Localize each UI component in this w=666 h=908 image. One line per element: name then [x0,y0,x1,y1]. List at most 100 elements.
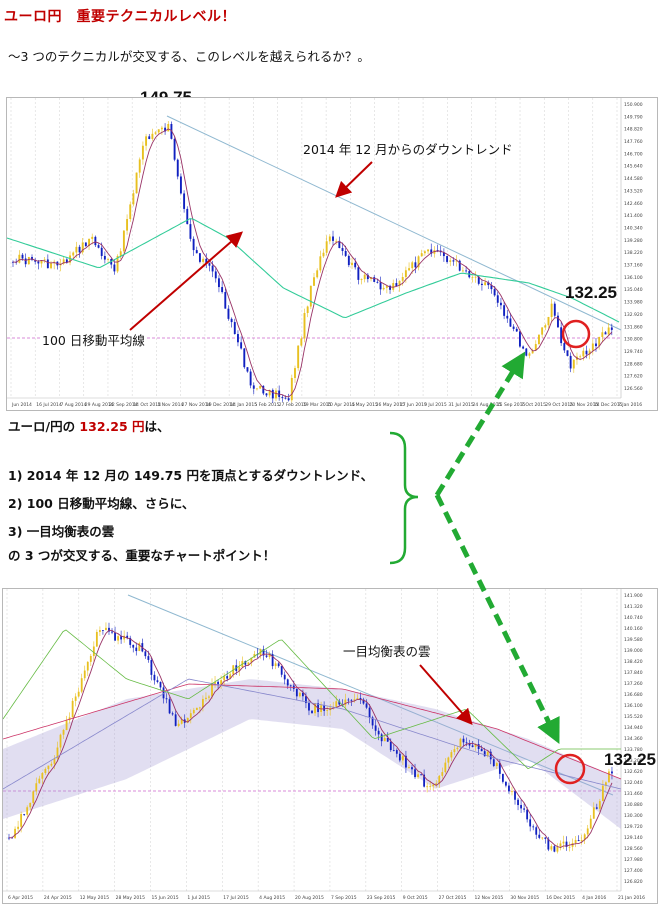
candle-body [601,785,604,802]
candle-body [360,279,363,280]
candle-body [607,327,610,335]
candle-body [116,255,119,272]
candle-body [240,342,243,349]
candle-body [442,252,445,257]
candle-body [427,249,430,252]
candle-body [344,251,347,256]
candle-body [244,661,247,665]
candle-body [243,348,246,368]
candle-body [556,846,559,852]
candle-body [489,751,492,760]
candle-body [287,398,290,401]
candle-body [420,774,422,776]
y-tick-label: 128.680 [624,361,643,367]
candle-body [271,389,274,399]
candle-body [371,717,374,726]
candle-body [75,246,78,253]
candle-body [150,659,153,675]
candle-body [580,839,583,842]
candle-body [323,705,326,711]
x-tick-label: 10 Apr 2015 [327,402,355,408]
candle-body [595,807,598,809]
x-tick-label: 15 Jun 2015 [152,895,179,901]
y-tick-label: 141.400 [624,213,643,219]
ma-arrow [129,231,244,331]
y-tick-label: 130.300 [624,813,643,819]
candle-body [553,846,556,852]
candle-body [35,783,38,792]
y-tick-label: 139.280 [624,238,643,244]
candle-body [50,263,52,269]
candle-body [395,750,398,754]
candle-body [501,773,504,782]
candle-body [173,138,176,160]
x-tick-label: 19 Dec 2014 [206,402,235,408]
candle-body [105,627,107,631]
candle-body [271,654,274,667]
x-tick-label: 7 Aug 2014 [60,402,86,408]
candle-body [186,717,189,723]
y-tick-label: 147.760 [624,139,643,145]
candle-body [211,265,214,272]
candle-body [280,666,283,675]
y-tick-label: 133.980 [624,300,643,306]
y-tick-label: 130.800 [624,337,643,343]
candle-body [47,765,50,769]
candle-body [103,255,106,260]
candle-body [535,827,538,835]
candle-body [574,840,577,844]
x-tick-label: 4 Jan 2016 [582,895,606,901]
candle-body [317,703,319,712]
x-tick-label: 5 Feb 2015 [254,402,279,408]
candle-body [192,238,195,251]
explanation-line-0: ユーロ/円の 132.25 円は、 [8,416,170,435]
candle-body [37,261,40,264]
candle-body [453,749,456,753]
candle-body [404,270,407,278]
candle-body [290,377,293,401]
candle-body [528,353,531,356]
candle-body [265,655,268,657]
candle-body [138,159,141,173]
candle-body [78,246,81,253]
candle-body [62,259,65,264]
candle-body [338,240,341,249]
candle-body [98,630,101,632]
y-tick-label: 129.740 [624,349,643,355]
candle-body [91,236,94,239]
candle-body [29,802,32,808]
candle-body [487,282,490,286]
candle-body [46,259,49,269]
x-tick-label: 14 Oct 2014 [133,402,161,408]
candle-body [294,368,296,378]
y-tick-label: 138.420 [624,659,643,665]
candle-body [198,253,201,262]
candle-body [117,636,119,641]
candle-body [480,749,483,752]
candle-body [569,355,572,369]
explanation-value: 132.25 円 [79,419,145,434]
candle-body [171,713,174,715]
page-title: ユーロ円 重要テクニカルレベル！ [4,9,236,25]
y-tick-label: 139.580 [624,637,643,643]
x-tick-label: 23 Sep 2015 [367,895,396,901]
candle-body [259,385,262,389]
candle-body [198,707,201,709]
chart2-plot: 6 Apr 2015 24 Apr 2015 12 May 2015 28 May 2… [3,589,645,901]
candle-body [89,656,92,662]
candle-body [588,350,591,355]
x-tick-label: 31 Jul 2015 [448,402,474,408]
candle-body [565,841,568,847]
candle-body [514,791,516,800]
candle-body [455,260,458,262]
y-tick-label: 134.940 [624,725,643,731]
candle-body [347,699,350,701]
y-tick-label: 132.620 [624,769,643,775]
candle-body [398,280,401,286]
candle-body [303,313,306,339]
candle-body [498,763,501,774]
candle-body [180,719,183,724]
candle-body [408,268,411,271]
candle-body [221,287,224,293]
candle-body [72,252,75,256]
